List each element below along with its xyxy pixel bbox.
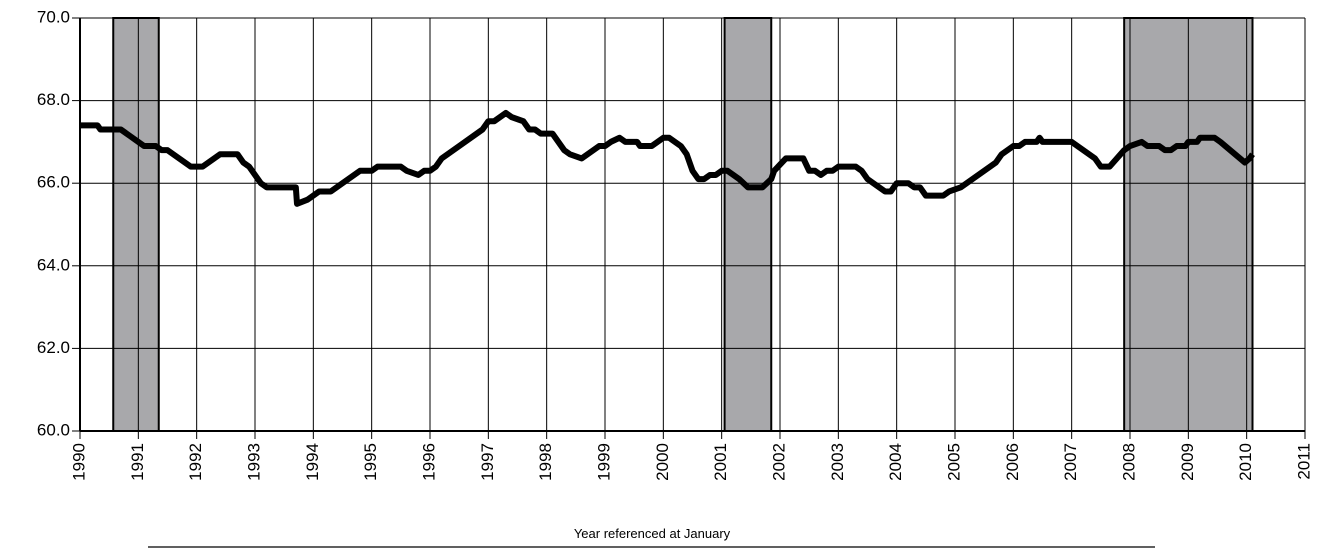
x-tick-label: 2004 <box>886 443 905 481</box>
x-tick-label: 2002 <box>769 443 788 481</box>
x-tick-label: 2003 <box>828 443 847 481</box>
shaded-region <box>723 17 773 432</box>
x-tick-label: 1994 <box>303 443 322 481</box>
y-tick-label: 66.0 <box>37 173 70 192</box>
x-tick-label: 1991 <box>128 443 147 481</box>
x-tick-label: 1996 <box>419 443 438 481</box>
x-tick-label: 1999 <box>594 443 613 481</box>
x-tick-label: 2001 <box>711 443 730 481</box>
y-tick-label: 60.0 <box>37 420 70 439</box>
x-tick-label: 1990 <box>69 443 88 481</box>
y-tick-label: 64.0 <box>37 255 70 274</box>
x-tick-label: 2011 <box>1294 443 1313 480</box>
x-tick-label: 1997 <box>478 443 497 481</box>
data-line <box>80 109 1255 207</box>
x-tick-label: 1992 <box>186 443 205 481</box>
x-axis-label: Year referenced at January <box>574 526 731 541</box>
x-tick-label: 1998 <box>536 443 555 481</box>
x-tick-label: 1995 <box>361 443 380 481</box>
y-tick-label: 70.0 <box>37 7 70 26</box>
x-tick-label: 2005 <box>944 443 963 481</box>
y-tick-label: 62.0 <box>37 338 70 357</box>
x-tick-label: 2009 <box>1178 443 1197 481</box>
x-tick-label: 2006 <box>1003 443 1022 481</box>
x-tick-label: 2007 <box>1061 443 1080 481</box>
x-tick-label: 1993 <box>244 443 263 481</box>
shaded-region <box>112 17 160 432</box>
y-tick-label: 68.0 <box>37 90 70 109</box>
x-tick-label: 2000 <box>653 443 672 481</box>
x-tick-label: 2008 <box>1119 443 1138 481</box>
x-tick-label: 2010 <box>1236 443 1255 481</box>
